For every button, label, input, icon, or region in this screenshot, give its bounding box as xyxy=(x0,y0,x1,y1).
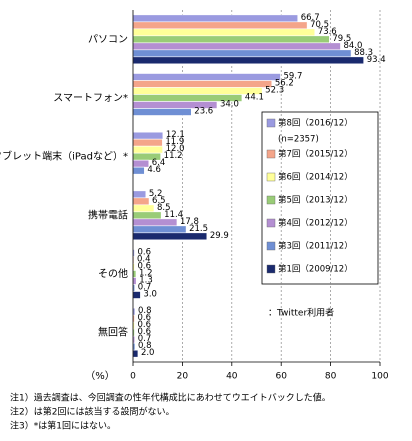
value-label: 0.6 xyxy=(137,327,151,337)
bar xyxy=(132,87,263,95)
x-axis-label: （%） xyxy=(85,370,115,382)
bar xyxy=(132,138,163,147)
legend-swatch xyxy=(266,149,276,159)
legend-swatch xyxy=(266,218,276,228)
bar xyxy=(132,277,137,285)
bar xyxy=(132,108,192,116)
value-label: 84.0 xyxy=(343,41,362,51)
bar xyxy=(132,14,299,23)
legend-label: 第5回（2013/12） xyxy=(278,195,353,206)
bar xyxy=(132,21,308,30)
value-label: 88.3 xyxy=(354,48,373,58)
legend-swatch xyxy=(266,195,276,205)
bar xyxy=(132,42,341,51)
value-label: 0.6 xyxy=(137,320,151,330)
value-label: 1.3 xyxy=(139,276,153,286)
x-tick-label: 20 xyxy=(177,372,189,382)
legend-swatch xyxy=(266,241,276,251)
value-label: 0.7 xyxy=(138,334,152,344)
bar xyxy=(132,28,316,37)
bar xyxy=(132,80,273,88)
bar xyxy=(132,218,178,227)
x-tick-label: 0 xyxy=(130,372,136,382)
bar xyxy=(132,56,364,65)
value-label: 6.5 xyxy=(152,196,166,206)
x-tick-label: 80 xyxy=(325,372,337,382)
footnote: 注2）は第2回には該当する設問がない。 xyxy=(10,406,174,418)
value-label: 17.8 xyxy=(180,217,199,227)
bar xyxy=(132,204,155,213)
bar xyxy=(132,225,187,234)
bar xyxy=(132,197,150,206)
bar xyxy=(132,190,147,199)
value-label: 0.8 xyxy=(138,341,152,351)
value-label: 0.8 xyxy=(138,306,152,316)
bar xyxy=(132,291,141,299)
legend-label: 第3回（2011/12） xyxy=(278,241,353,252)
value-label: 12.0 xyxy=(166,144,185,154)
value-label: 0.6 xyxy=(137,313,151,323)
value-label: 0.6 xyxy=(137,262,151,272)
bar xyxy=(132,145,163,154)
value-label: 29.9 xyxy=(210,231,229,241)
value-label: 5.2 xyxy=(149,189,163,199)
value-label: 93.4 xyxy=(367,55,386,65)
bar xyxy=(132,232,208,241)
legend-note: (n=2357) xyxy=(278,135,319,145)
bar xyxy=(132,35,330,44)
value-label: 1.2 xyxy=(139,269,153,279)
value-label: 66.7 xyxy=(301,13,320,23)
annotation: ：Twitter利用者 xyxy=(268,307,334,319)
value-label: 34.0 xyxy=(220,100,239,110)
x-tick-label: 60 xyxy=(275,372,287,382)
legend-label: 第7回（2015/12） xyxy=(278,149,353,160)
value-label: 23.6 xyxy=(194,107,213,117)
bar xyxy=(132,49,352,58)
legend-label: 第4回（2012/12） xyxy=(278,218,353,229)
value-label: 11.4 xyxy=(164,210,183,220)
value-label: 6.4 xyxy=(152,158,166,168)
category-label: その他 xyxy=(98,267,128,280)
value-label: 2.0 xyxy=(141,348,155,358)
category-label: スマートフォン* xyxy=(53,93,128,104)
value-label: 8.5 xyxy=(157,203,171,213)
legend-label: 第6回（2014/12） xyxy=(278,172,353,183)
value-label: 70.5 xyxy=(310,20,329,30)
value-label: 3.0 xyxy=(143,290,157,300)
category-label: 無回答 xyxy=(98,326,128,339)
value-label: 52.3 xyxy=(265,86,284,96)
legend-label: 第1回（2009/12） xyxy=(278,264,353,275)
value-label: 44.1 xyxy=(245,93,264,103)
value-label: 11.2 xyxy=(164,151,183,161)
value-label: 4.6 xyxy=(147,165,161,175)
legend-swatch xyxy=(266,172,276,182)
x-tick-label: 40 xyxy=(226,372,238,382)
legend-swatch xyxy=(266,264,276,274)
footnote: 注1）過去調査は、今回調査の性年代構成比にあわせてウエイトバックした値。 xyxy=(10,392,331,404)
legend-swatch xyxy=(266,118,276,128)
x-tick-label: 100 xyxy=(371,372,388,382)
footnote: 注3）*は第1回にはない。 xyxy=(10,420,116,432)
category-label: パソコン xyxy=(88,33,128,45)
value-label: 0.7 xyxy=(138,283,152,293)
legend-label: 第8回（2016/12） xyxy=(278,118,353,129)
bar xyxy=(132,131,164,140)
value-label: 79.5 xyxy=(332,34,351,44)
value-label: 56.2 xyxy=(275,79,294,89)
value-label: 0.6 xyxy=(137,248,151,258)
bar xyxy=(132,73,281,81)
category-label: 携帯電話 xyxy=(88,208,128,221)
bar xyxy=(132,349,139,358)
value-label: 0.4 xyxy=(137,255,151,265)
value-label: 59.7 xyxy=(283,72,302,82)
category-label: タブレット端末（iPadなど）* xyxy=(0,150,128,163)
bar xyxy=(132,211,162,220)
bar xyxy=(132,270,137,278)
value-label: 21.5 xyxy=(189,224,208,234)
value-label: 12.1 xyxy=(166,130,185,140)
value-label: 11.9 xyxy=(165,137,184,147)
value-label: 73.6 xyxy=(318,27,337,37)
bar xyxy=(132,166,145,175)
